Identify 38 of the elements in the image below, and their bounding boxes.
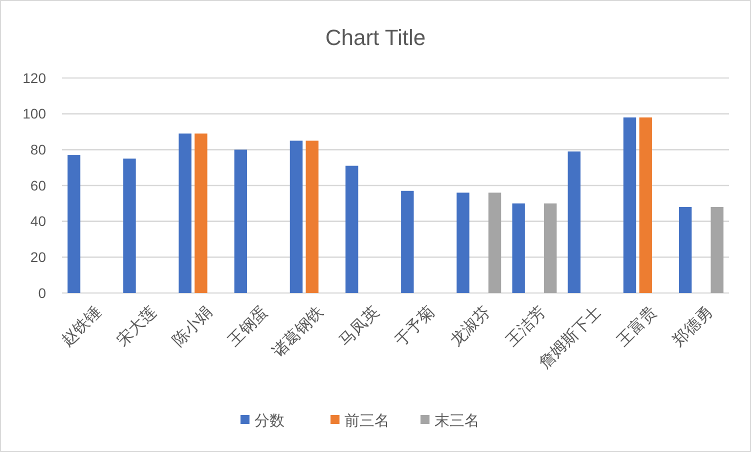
x-tick-label: 赵铁锤 (57, 302, 105, 350)
y-tick-label: 60 (30, 177, 46, 194)
bar (123, 158, 136, 293)
bar (290, 140, 303, 293)
legend-label: 前三名 (344, 411, 390, 430)
bar (623, 117, 636, 293)
legend-label: 分数 (254, 411, 284, 430)
y-tick-label: 40 (30, 213, 46, 230)
bar (639, 117, 652, 293)
bar (345, 166, 358, 293)
y-tick-label: 100 (22, 106, 46, 122)
bar (488, 192, 502, 293)
x-tick-label: 王洁芳 (502, 302, 550, 350)
bar (194, 134, 208, 293)
bar (568, 151, 581, 293)
y-tick-label: 80 (30, 142, 46, 158)
bar (544, 203, 557, 293)
x-tick-label: 郑德勇 (668, 302, 716, 350)
bar (456, 192, 470, 293)
bar (234, 150, 248, 293)
bar (178, 134, 192, 293)
bar (678, 207, 692, 293)
x-tick-label: 于予菊 (390, 302, 438, 350)
x-tick-label: 龙淑芬 (446, 302, 494, 350)
legend-label: 末三名 (434, 411, 480, 430)
x-tick-label: 宋大莲 (112, 302, 160, 350)
x-tick-label: 王富贵 (612, 302, 660, 350)
bar (710, 207, 724, 293)
bar (401, 190, 414, 293)
bar (68, 155, 80, 293)
y-tick-label: 120 (22, 70, 46, 86)
y-tick-label: 20 (30, 249, 46, 266)
x-tick-label: 马凤英 (335, 302, 382, 350)
x-tick-label: 陈小娟 (168, 302, 216, 350)
bar (306, 140, 318, 293)
bar (512, 203, 525, 293)
chart-title: Chart Title (325, 25, 426, 50)
y-tick-label: 0 (38, 284, 46, 301)
